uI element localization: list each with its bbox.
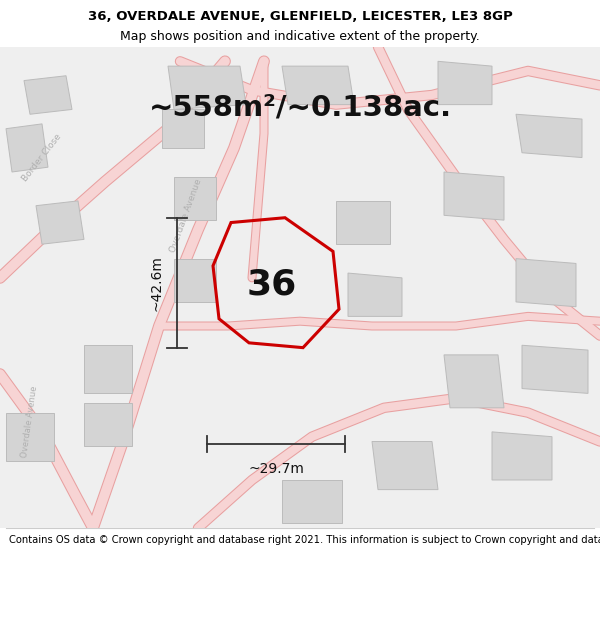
Text: ~29.7m: ~29.7m [248, 462, 304, 476]
Text: 36, OVERDALE AVENUE, GLENFIELD, LEICESTER, LE3 8GP: 36, OVERDALE AVENUE, GLENFIELD, LEICESTE… [88, 10, 512, 23]
Polygon shape [336, 201, 390, 244]
Polygon shape [444, 172, 504, 220]
Polygon shape [168, 66, 246, 109]
Polygon shape [6, 124, 48, 172]
Polygon shape [174, 177, 216, 220]
Polygon shape [84, 345, 132, 393]
Text: Border Close: Border Close [20, 132, 64, 183]
Polygon shape [492, 432, 552, 480]
Text: Overdale Avenue: Overdale Avenue [20, 386, 40, 459]
Polygon shape [444, 355, 504, 408]
Polygon shape [348, 273, 402, 316]
Polygon shape [516, 114, 582, 158]
Polygon shape [372, 441, 438, 489]
Text: Map shows position and indicative extent of the property.: Map shows position and indicative extent… [120, 31, 480, 44]
Polygon shape [162, 109, 204, 148]
Polygon shape [84, 403, 132, 446]
Text: ~558m²/~0.138ac.: ~558m²/~0.138ac. [148, 93, 452, 121]
Polygon shape [516, 259, 576, 307]
Text: Overdale Avenue: Overdale Avenue [169, 177, 203, 253]
Polygon shape [6, 412, 54, 461]
Polygon shape [282, 480, 342, 523]
Polygon shape [282, 66, 354, 104]
Text: Contains OS data © Crown copyright and database right 2021. This information is : Contains OS data © Crown copyright and d… [9, 535, 600, 545]
Polygon shape [174, 259, 216, 302]
Polygon shape [522, 345, 588, 393]
Polygon shape [36, 201, 84, 244]
Text: 36: 36 [247, 268, 296, 301]
Polygon shape [438, 61, 492, 104]
Text: ~42.6m: ~42.6m [150, 255, 164, 311]
Polygon shape [24, 76, 72, 114]
